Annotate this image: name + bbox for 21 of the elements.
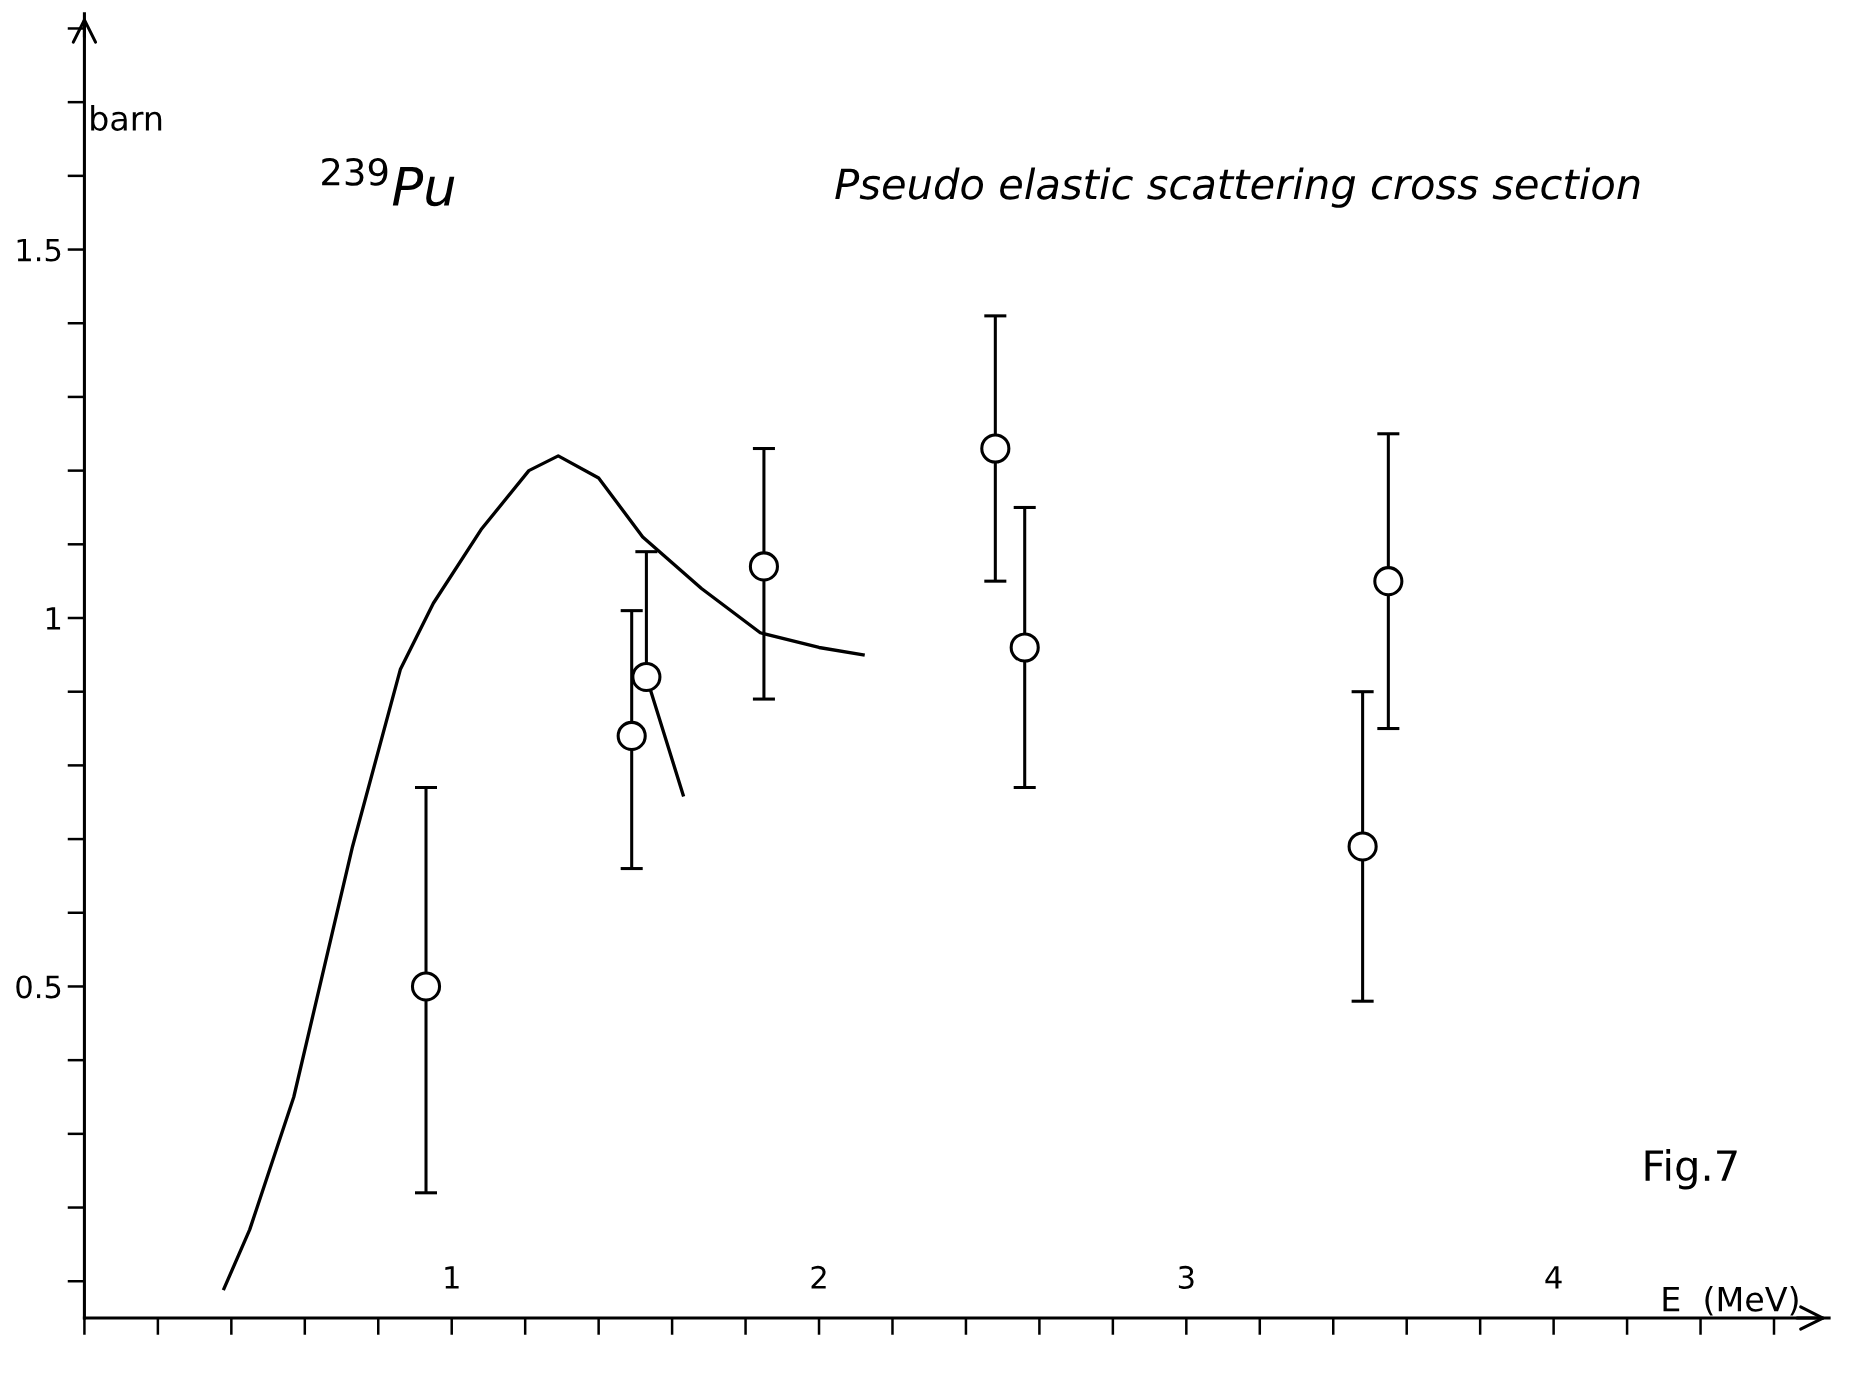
y-axis-title: barn: [91, 105, 162, 131]
y-tick-label: 1: [46, 607, 61, 630]
point: [410, 971, 442, 1002]
annotation: Fig.7: [1645, 1149, 1737, 1190]
x-tick-label: 1: [445, 1266, 459, 1289]
text: Pseudo elastic scattering cross section: [835, 167, 1640, 208]
point: [1347, 831, 1378, 862]
x-tick-label: 2: [811, 1265, 826, 1289]
point: [748, 551, 779, 582]
x-axis-title: E (MeV): [1663, 1285, 1798, 1316]
y-tick-label: 1.5: [17, 238, 61, 262]
point: [980, 433, 1011, 464]
line-series: [222, 454, 865, 1291]
annotation: $^{239}$Pu: [322, 157, 455, 207]
x-tick-label: 3: [1178, 1265, 1194, 1289]
point: [631, 661, 662, 693]
point: [1009, 632, 1040, 663]
point: [616, 720, 647, 751]
x-tick-label: 4: [1545, 1266, 1562, 1289]
y-tick-label: 0.5: [16, 975, 61, 999]
point: [1373, 566, 1404, 597]
